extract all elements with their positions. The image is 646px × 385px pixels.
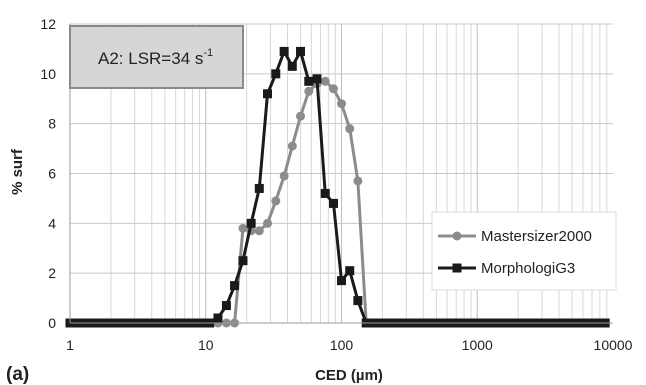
y-tick-label: 2 [48, 265, 56, 281]
data-point [296, 111, 306, 121]
data-point [353, 296, 363, 306]
tick-labels: 0 2 4 6 8 10 12 1 10 100 1000 10000 [40, 16, 632, 353]
data-point [238, 256, 248, 266]
data-point [345, 266, 355, 276]
x-axis-title: CED (µm) [315, 367, 383, 384]
data-point [254, 183, 264, 193]
x-tick-label: 10000 [594, 337, 633, 353]
legend-frame [431, 211, 617, 291]
data-point [328, 198, 338, 208]
y-tick-label: 12 [40, 16, 56, 32]
data-point [271, 196, 281, 206]
data-point [271, 69, 281, 79]
data-point [262, 89, 272, 99]
annotation-text: A2: LSR=34 s-1 [98, 47, 213, 68]
data-point [353, 176, 363, 186]
legend-marker-morphologig3 [452, 263, 462, 273]
data-point [304, 86, 314, 96]
legend-label-mastersizer2000: Mastersizer2000 [481, 228, 592, 245]
panel-label: (a) [6, 364, 29, 385]
data-point [287, 141, 297, 151]
annotation-box-frame [69, 25, 244, 89]
data-point [254, 226, 264, 236]
data-point [221, 301, 231, 311]
data-point [230, 281, 240, 291]
data-point [279, 171, 289, 181]
data-point [337, 99, 346, 109]
y-tick-label: 10 [40, 66, 56, 82]
data-point [328, 84, 338, 94]
data-point [320, 188, 330, 198]
data-point [312, 74, 322, 84]
x-tick-label: 10 [198, 337, 214, 353]
legend-label-morphologig3: MorphologiG3 [481, 260, 575, 277]
legend: Mastersizer2000 MorphologiG3 [431, 211, 617, 291]
data-point [337, 276, 346, 286]
x-tick-label: 100 [330, 337, 354, 353]
legend-marker-mastersizer2000 [452, 231, 462, 241]
data-point [287, 61, 297, 71]
x-tick-label: 1 [66, 337, 74, 353]
data-point [296, 46, 306, 56]
data-point [304, 76, 314, 86]
data-point [320, 76, 330, 86]
data-point [345, 124, 355, 134]
y-tick-label: 8 [48, 116, 56, 132]
y-axis-title: % surf [9, 148, 26, 195]
data-point [238, 223, 248, 233]
y-tick-label: 6 [48, 166, 56, 182]
annotation-box: A2: LSR=34 s-1 [69, 25, 244, 89]
data-point [246, 218, 256, 228]
data-point [262, 218, 272, 228]
data-point [213, 313, 223, 323]
x-tick-label: 1000 [462, 337, 493, 353]
data-point [279, 46, 289, 56]
y-tick-label: 4 [48, 215, 56, 231]
y-tick-label: 0 [48, 315, 56, 331]
